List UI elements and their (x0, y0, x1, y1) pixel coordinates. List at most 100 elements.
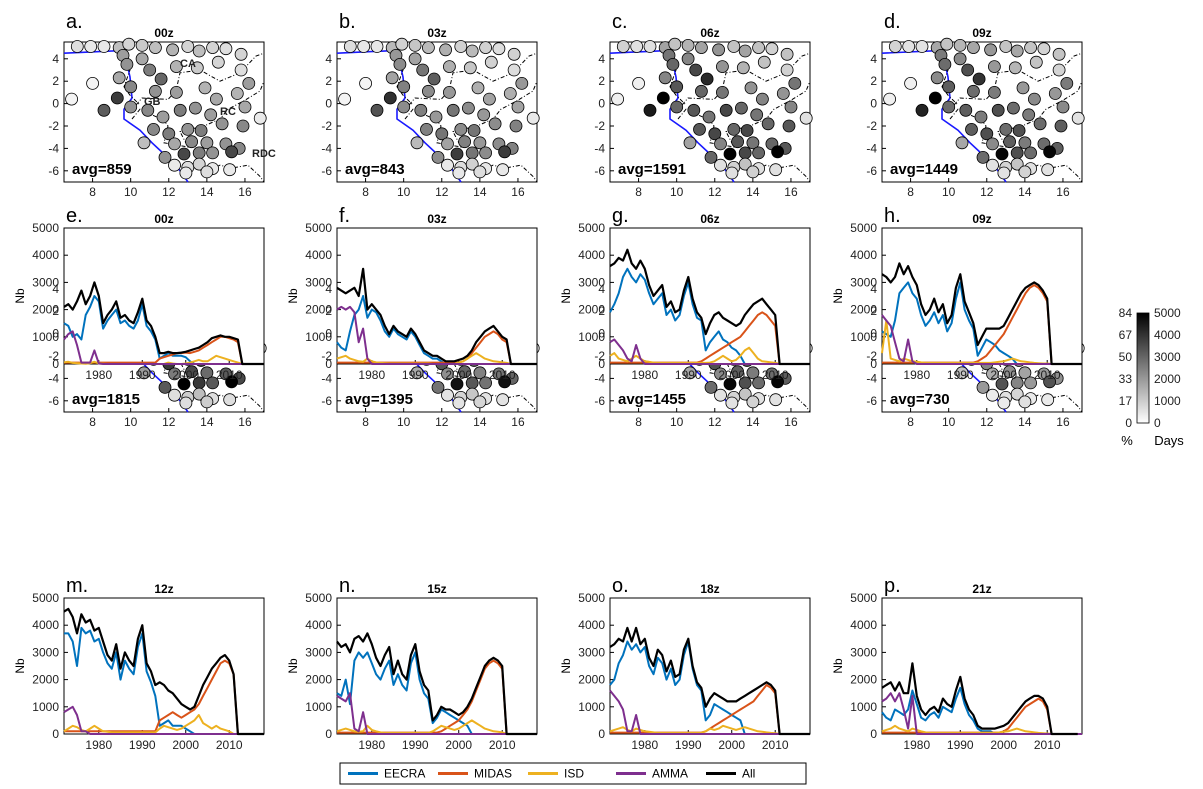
station-marker (784, 100, 798, 114)
y-tick-label: -2 (48, 349, 59, 363)
colorbar-left-tick: 67 (1119, 328, 1133, 342)
station-marker (1029, 55, 1043, 69)
station-marker (630, 40, 644, 53)
station-marker (735, 101, 748, 115)
panel-title: 00z (154, 212, 173, 226)
series-line-amma (881, 692, 1082, 735)
station-marker (154, 72, 168, 86)
y-tick-label: 5000 (32, 591, 59, 605)
station-marker (416, 63, 430, 77)
series-line-all (336, 632, 537, 736)
timeseries-panel: 5000 4000 3000 2000 1000 0 1980 1990 2000 2010 Nb o… (559, 575, 811, 752)
station-marker (708, 127, 722, 141)
map-panel: 8 10 12 14 16 4 2 0 -2 -4 -6 b. 03z avg=843 (321, 11, 540, 199)
station-marker (1048, 87, 1062, 100)
series-line-all (881, 662, 1078, 736)
station-marker (253, 111, 267, 125)
station-marker (1028, 92, 1041, 106)
station-marker (188, 101, 202, 115)
y-tick-label: 0 (598, 727, 605, 741)
x-tick-label: 14 (473, 185, 487, 199)
legend: EECRA MIDAS ISD AMMA All (339, 762, 807, 785)
station-marker (986, 367, 999, 381)
map-panel: 8 10 12 14 16 4 2 0 -2 -4 -6 d. 09z avg=1449 (866, 11, 1085, 199)
station-marker (997, 166, 1011, 180)
panel-title: 06z (700, 212, 719, 226)
y-tick-label: 3000 (32, 275, 59, 289)
station-marker (738, 146, 752, 160)
station-marker (122, 37, 136, 51)
station-marker (509, 119, 523, 133)
x-tick-label: 2010 (762, 738, 789, 752)
station-marker (959, 103, 973, 117)
station-marker (147, 122, 160, 136)
station-marker (441, 158, 454, 172)
station-marker (719, 103, 733, 117)
country-border (681, 52, 811, 106)
station-marker (473, 165, 487, 179)
y-tick-label: 1000 (850, 700, 877, 714)
station-marker (192, 157, 206, 171)
x-tick-label: 2010 (1034, 738, 1061, 752)
x-tick-label: 16 (511, 185, 525, 199)
station-marker (219, 42, 233, 56)
station-marker (1018, 366, 1032, 380)
avg-label: avg=1449 (890, 161, 958, 178)
y-tick-label: 1000 (578, 700, 605, 714)
y-tick-label: 4000 (850, 618, 877, 632)
y-tick-label: 2000 (850, 673, 877, 687)
station-marker (1041, 393, 1055, 407)
station-marker (999, 40, 1013, 53)
station-marker (988, 60, 1001, 73)
series-line-amma (336, 305, 537, 365)
station-marker (395, 37, 409, 51)
x-tick-label: 1990 (675, 738, 702, 752)
x-tick-label: 2010 (216, 738, 243, 752)
station-marker (137, 136, 151, 150)
station-marker (902, 40, 916, 53)
y-tick-label: 0 (598, 327, 605, 341)
station-marker (410, 136, 424, 150)
station-marker (942, 80, 956, 94)
station-marker (206, 41, 220, 54)
y-tick-label: 0 (870, 727, 877, 741)
panel-letter: e. (66, 205, 83, 227)
legend-label-isd: ISD (564, 767, 584, 781)
station-marker (756, 92, 769, 106)
station-marker (980, 127, 994, 141)
y-tick-label: 5000 (305, 591, 332, 605)
station-marker (687, 103, 701, 117)
station-marker (158, 380, 172, 394)
station-marker (752, 376, 765, 390)
y-tick-label: 0 (870, 357, 877, 371)
station-marker (421, 41, 435, 54)
station-marker (225, 145, 239, 159)
y-tick-label: 0 (870, 327, 877, 341)
x-tick-label: 2010 (216, 368, 243, 382)
station-marker (141, 103, 155, 117)
station-marker (658, 71, 672, 85)
station-marker (498, 375, 512, 389)
y-tick-label: 3000 (850, 275, 877, 289)
station-marker (942, 100, 956, 114)
station-marker (242, 77, 256, 90)
station-marker (484, 55, 498, 69)
station-marker (421, 84, 435, 98)
x-tick-label: 14 (746, 185, 760, 199)
panel-letter: n. (339, 575, 356, 597)
station-marker (738, 44, 752, 58)
station-marker (666, 58, 680, 71)
legend-label-amma: AMMA (652, 767, 688, 781)
panel-letter: g. (612, 205, 629, 227)
station-marker (746, 136, 760, 150)
panel-letter: m. (66, 575, 88, 597)
station-marker (771, 375, 784, 389)
ts-frame (881, 227, 1083, 365)
station-marker (780, 47, 794, 61)
station-marker (769, 163, 783, 177)
y-tick-label: 3000 (578, 275, 605, 289)
station-marker (465, 387, 479, 401)
station-marker (446, 103, 460, 117)
y-tick-label: -2 (866, 349, 877, 363)
station-marker (427, 72, 441, 86)
